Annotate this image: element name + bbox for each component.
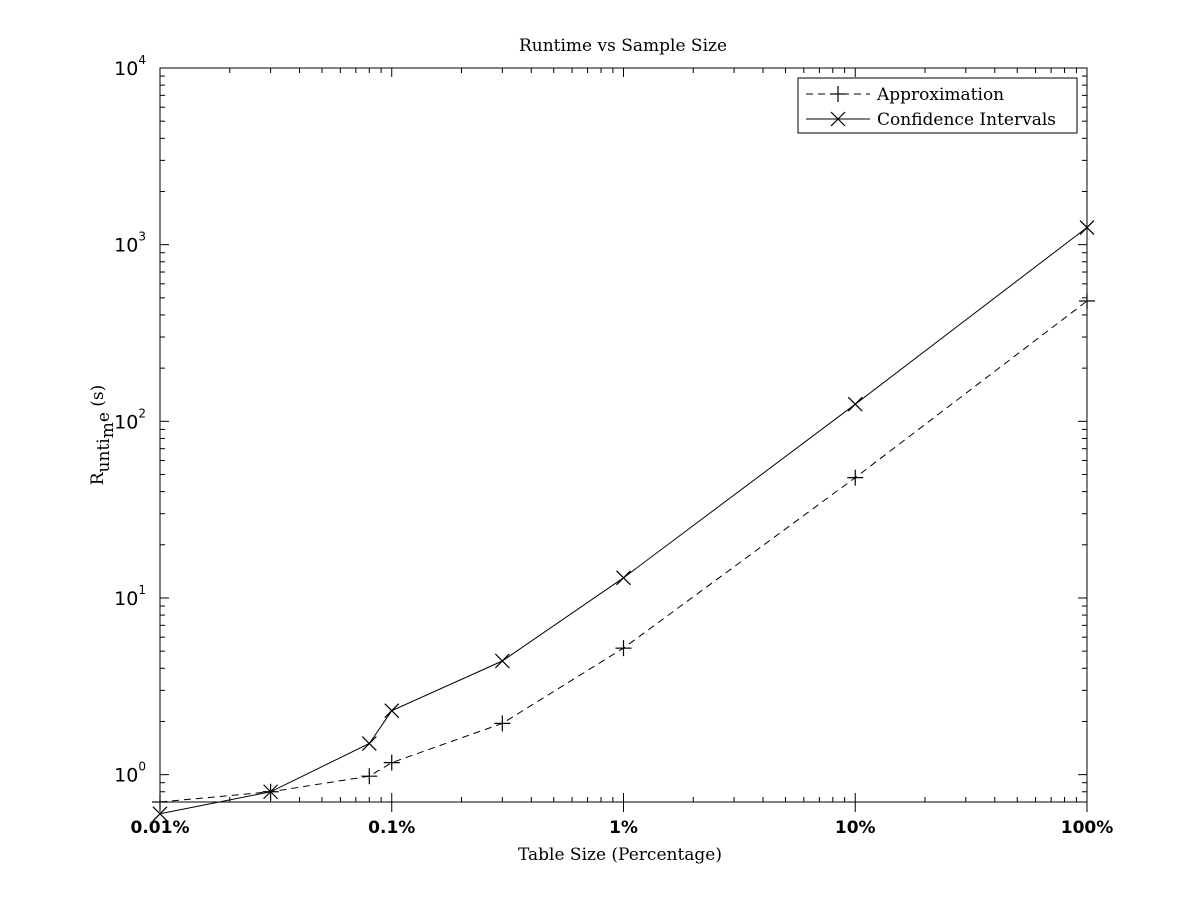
y-tick-label: 104 xyxy=(114,53,146,80)
y-axis-label-part: ti xyxy=(94,438,114,451)
y-axis-label: Runtime (s) xyxy=(88,385,118,486)
axis-ticks: 0.01% 0.1% 1% 10% 100% 100 101 102 103 104 xyxy=(114,53,1113,838)
legend-label-approximation: Approximation xyxy=(876,85,1004,105)
data-point-approximation xyxy=(361,768,378,785)
legend-box xyxy=(797,77,1078,134)
y-tick-label: 103 xyxy=(114,230,146,257)
data-point-confidence-intervals xyxy=(361,736,377,751)
data-point-approximation xyxy=(615,640,632,657)
data-point-confidence-intervals xyxy=(494,653,510,669)
legend-marker-glyph xyxy=(830,111,846,127)
data-point-approximation xyxy=(152,794,168,810)
x-tick-label: 10% xyxy=(835,818,876,838)
data-point-confidence-intervals xyxy=(847,396,863,412)
data-point-confidence-intervals xyxy=(263,784,278,800)
y-axis-label-part: (s) xyxy=(88,385,108,412)
y-axis-label-part: un xyxy=(94,451,114,473)
y-axis-label-part: m xyxy=(98,422,118,438)
y-axis-label-part: e xyxy=(94,412,114,422)
x-tick-label: 0.01% xyxy=(131,818,190,838)
series-line-approximation xyxy=(159,300,1088,803)
data-point-confidence-intervals xyxy=(384,703,400,719)
plot-area xyxy=(159,67,1088,803)
x-tick-label: 100% xyxy=(1061,818,1114,838)
legend-marker-confidence-intervals xyxy=(830,111,846,127)
data-point-confidence-intervals xyxy=(152,806,168,822)
legend-label-confidence-intervals: Confidence Intervals xyxy=(877,110,1056,130)
x-tick-label: 1% xyxy=(609,818,638,838)
series-layer xyxy=(152,220,1095,822)
data-point-confidence-intervals xyxy=(616,570,631,586)
data-point-approximation xyxy=(383,754,400,771)
chart-title: Runtime vs Sample Size xyxy=(519,36,727,56)
x-tick-label: 0.1% xyxy=(368,818,415,838)
y-axis-label-part: R xyxy=(88,471,108,485)
data-point-approximation xyxy=(847,469,864,486)
legend: Approximation Confidence Intervals xyxy=(797,77,1078,134)
y-tick-label: 100 xyxy=(114,760,146,787)
data-point-approximation xyxy=(1079,292,1095,309)
x-axis-label: Table Size (Percentage) xyxy=(518,845,722,865)
legend-marker-approximation xyxy=(830,86,846,102)
data-point-confidence-intervals xyxy=(1079,220,1095,235)
y-tick-label: 102 xyxy=(114,406,146,433)
legend-marker-glyph xyxy=(830,86,846,102)
y-tick-label: 101 xyxy=(114,583,146,610)
data-point-approximation xyxy=(494,715,511,732)
series-line-confidence-intervals xyxy=(159,227,1088,815)
